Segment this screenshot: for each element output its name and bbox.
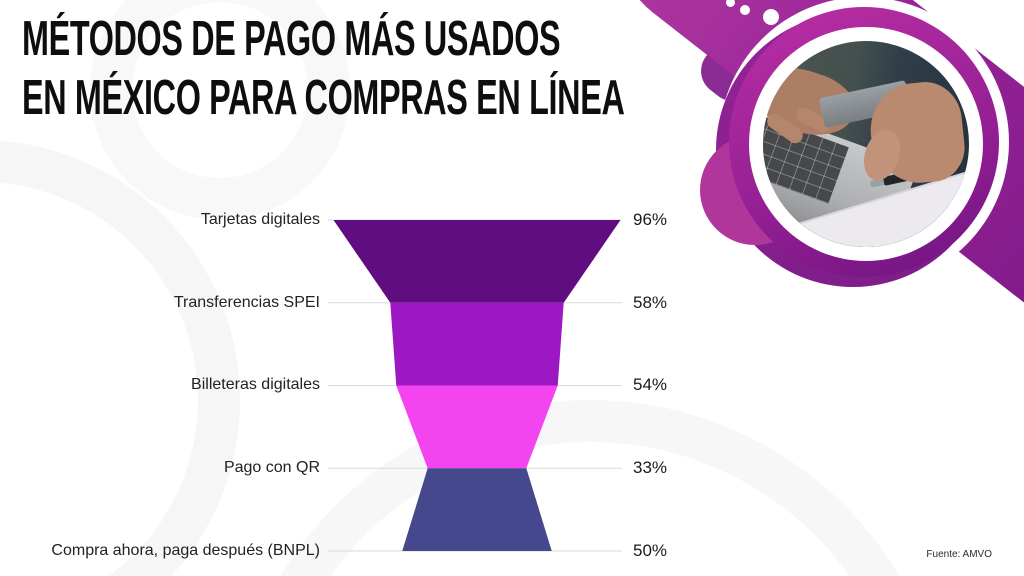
value-label: 50% (633, 541, 668, 560)
category-label: Pago con QR (223, 459, 320, 476)
page-title-line1: MÉTODOS DE PAGO MÁS USADOS (22, 12, 561, 66)
value-label: 54% (633, 375, 668, 394)
page-title-line2: EN MÉXICO PARA COMPRAS EN LÍNEA (22, 71, 625, 125)
page-title: MÉTODOS DE PAGO MÁS USADOS EN MÉXICO PAR… (22, 10, 935, 128)
category-label: Compra ahora, paga después (BNPL) (51, 542, 320, 559)
category-label: Tarjetas digitales (200, 211, 320, 228)
funnel-segment (396, 385, 558, 469)
funnel-segment (333, 220, 621, 303)
category-label: Billeteras digitales (191, 376, 320, 393)
funnel-segment (402, 468, 552, 551)
funnel-segment (390, 302, 564, 386)
value-label: 58% (633, 293, 668, 312)
source-credit: Fuente: AMVO (926, 549, 992, 560)
value-label: 96% (633, 210, 668, 229)
category-label: Transferencias SPEI (173, 294, 320, 311)
value-label: 33% (633, 458, 668, 477)
